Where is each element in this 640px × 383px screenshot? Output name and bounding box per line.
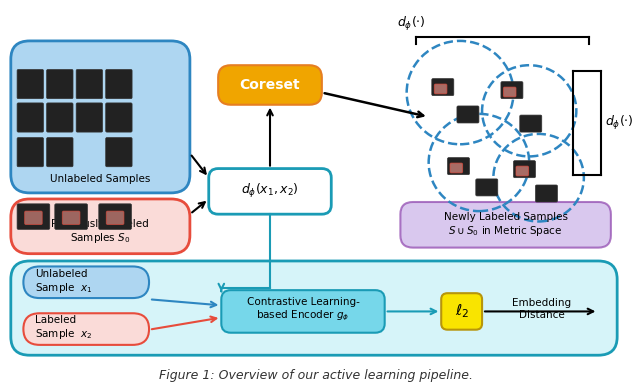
- FancyBboxPatch shape: [221, 290, 385, 333]
- FancyBboxPatch shape: [106, 137, 132, 167]
- FancyBboxPatch shape: [17, 204, 50, 229]
- Text: Figure 1: Overview of our active learning pipeline.: Figure 1: Overview of our active learnin…: [159, 369, 472, 382]
- FancyBboxPatch shape: [516, 166, 529, 176]
- FancyBboxPatch shape: [218, 65, 322, 105]
- Text: Embedding
Distance: Embedding Distance: [512, 298, 572, 320]
- Text: Newly Labeled Samples
$S \cup S_0$ in Metric Space: Newly Labeled Samples $S \cup S_0$ in Me…: [444, 212, 568, 238]
- FancyBboxPatch shape: [520, 115, 542, 132]
- FancyBboxPatch shape: [17, 69, 44, 99]
- Text: Unlabeled
Sample  $x_1$: Unlabeled Sample $x_1$: [35, 268, 92, 295]
- FancyBboxPatch shape: [504, 87, 516, 97]
- FancyBboxPatch shape: [17, 103, 44, 132]
- FancyBboxPatch shape: [24, 313, 149, 345]
- FancyBboxPatch shape: [62, 211, 80, 224]
- FancyBboxPatch shape: [76, 69, 102, 99]
- FancyBboxPatch shape: [47, 69, 73, 99]
- FancyBboxPatch shape: [450, 163, 463, 173]
- FancyBboxPatch shape: [106, 103, 132, 132]
- FancyBboxPatch shape: [513, 161, 536, 178]
- FancyBboxPatch shape: [106, 211, 124, 224]
- Text: Coreset: Coreset: [240, 78, 300, 92]
- FancyBboxPatch shape: [106, 69, 132, 99]
- FancyBboxPatch shape: [447, 158, 470, 175]
- FancyBboxPatch shape: [11, 199, 190, 254]
- Text: Unlabeled Samples: Unlabeled Samples: [50, 174, 150, 184]
- FancyBboxPatch shape: [11, 261, 617, 355]
- FancyBboxPatch shape: [432, 79, 454, 96]
- FancyBboxPatch shape: [55, 204, 88, 229]
- FancyBboxPatch shape: [501, 82, 523, 99]
- FancyBboxPatch shape: [457, 106, 479, 123]
- FancyBboxPatch shape: [441, 293, 482, 330]
- FancyBboxPatch shape: [401, 202, 611, 247]
- Text: Labeled
Sample  $x_2$: Labeled Sample $x_2$: [35, 316, 92, 342]
- FancyBboxPatch shape: [435, 84, 447, 94]
- FancyBboxPatch shape: [11, 41, 190, 193]
- FancyBboxPatch shape: [47, 137, 73, 167]
- FancyBboxPatch shape: [76, 103, 102, 132]
- FancyBboxPatch shape: [24, 211, 42, 224]
- FancyBboxPatch shape: [476, 179, 498, 196]
- FancyBboxPatch shape: [536, 185, 557, 202]
- FancyBboxPatch shape: [47, 103, 73, 132]
- Text: $d_{\phi}(\cdot)$: $d_{\phi}(\cdot)$: [605, 114, 634, 132]
- FancyBboxPatch shape: [99, 204, 131, 229]
- Text: Contrastive Learning-
based Encoder $g_{\phi}$: Contrastive Learning- based Encoder $g_{…: [246, 297, 360, 323]
- FancyBboxPatch shape: [17, 137, 44, 167]
- FancyBboxPatch shape: [209, 169, 332, 214]
- FancyBboxPatch shape: [24, 267, 149, 298]
- Text: $d_{\phi}(x_1,x_2)$: $d_{\phi}(x_1,x_2)$: [241, 182, 299, 200]
- Text: Previously Labeled
Samples $S_0$: Previously Labeled Samples $S_0$: [51, 219, 149, 245]
- Text: $\ell_2$: $\ell_2$: [454, 303, 468, 320]
- Text: $d_{\phi}(\cdot)$: $d_{\phi}(\cdot)$: [397, 15, 426, 33]
